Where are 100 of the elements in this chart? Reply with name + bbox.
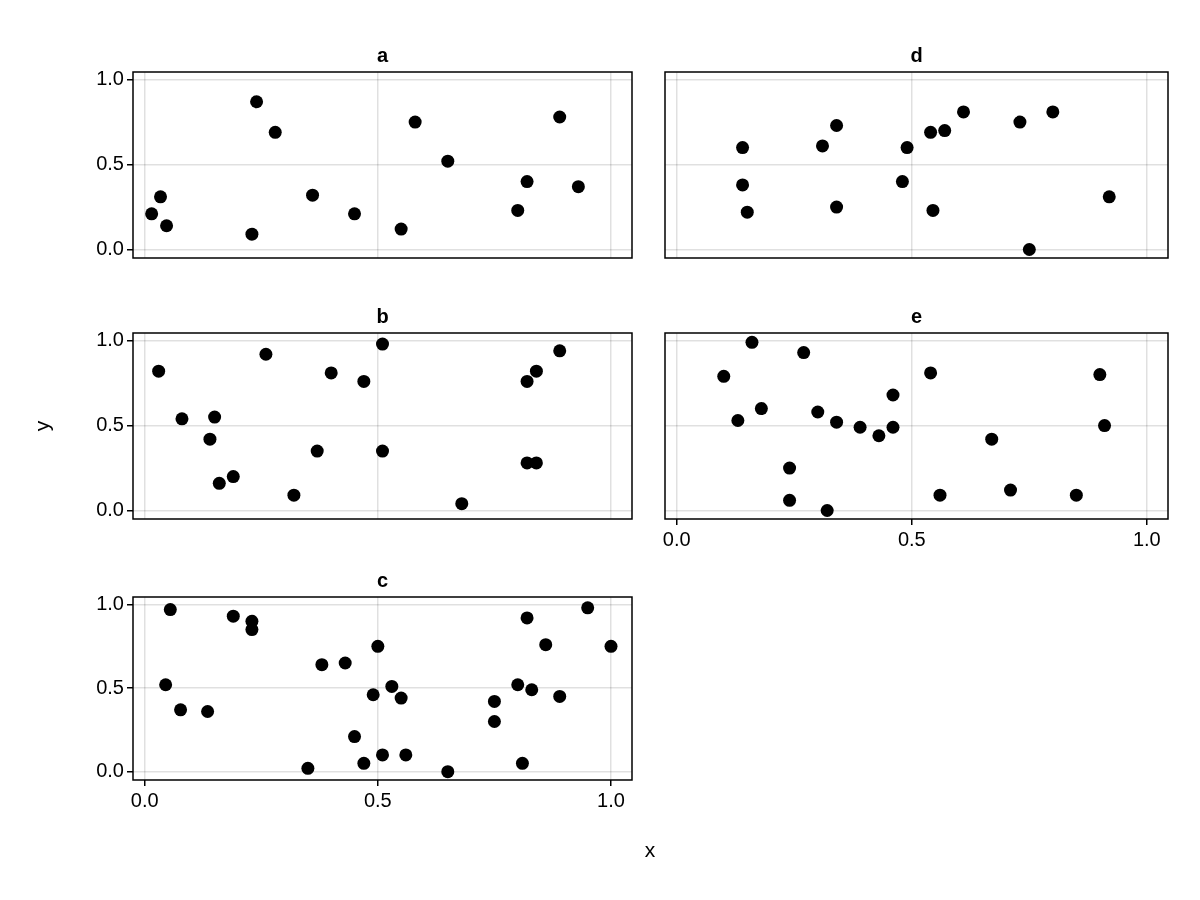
point	[338, 656, 352, 670]
point	[933, 488, 947, 502]
chart-title: c	[376, 568, 389, 591]
point	[371, 639, 385, 653]
point	[520, 611, 534, 625]
point	[357, 756, 371, 770]
point	[539, 638, 553, 652]
point	[1102, 190, 1116, 204]
point	[853, 420, 867, 434]
point	[985, 432, 999, 446]
point	[783, 461, 797, 475]
point	[830, 200, 844, 214]
x-tick-label: 0.0	[662, 527, 691, 550]
point	[348, 207, 362, 221]
point	[385, 679, 399, 693]
point	[203, 432, 217, 446]
point	[740, 205, 754, 219]
point	[820, 504, 834, 518]
point	[515, 756, 529, 770]
point	[783, 493, 797, 507]
x-tick-label: 1.0	[1132, 527, 1161, 550]
point	[830, 119, 844, 133]
y-tick-label: 0.5	[96, 675, 124, 698]
point	[1013, 115, 1027, 129]
point	[455, 497, 469, 511]
point	[830, 415, 844, 429]
point	[163, 603, 177, 617]
point	[815, 139, 829, 153]
point	[924, 366, 938, 380]
point	[1046, 105, 1060, 119]
point	[736, 178, 750, 192]
chart-title: a	[376, 43, 389, 66]
point	[160, 219, 174, 233]
x-axis-title: x	[643, 838, 657, 862]
point	[886, 388, 900, 402]
chart-title: b	[376, 304, 389, 327]
point	[525, 683, 539, 697]
point	[366, 688, 380, 702]
point	[797, 346, 811, 360]
point	[487, 694, 501, 708]
point	[245, 227, 259, 241]
point	[1004, 483, 1018, 497]
x-tick-label: 0.5	[363, 788, 392, 811]
point	[399, 748, 413, 762]
x-tick-label: 1.0	[597, 788, 625, 811]
point	[441, 154, 455, 168]
point	[357, 374, 371, 388]
y-axis-title: y	[30, 420, 54, 432]
point	[736, 141, 750, 155]
point	[174, 703, 188, 717]
point	[957, 105, 971, 119]
point	[1093, 368, 1107, 382]
x-tick-label: 0.0	[130, 788, 159, 811]
point	[529, 456, 543, 470]
y-tick-label: 1.0	[96, 328, 124, 351]
point	[201, 704, 215, 718]
point	[1069, 488, 1083, 502]
y-tick-label: 0.0	[96, 237, 124, 260]
point	[226, 609, 240, 623]
point	[900, 141, 914, 155]
point	[348, 730, 362, 744]
point	[938, 124, 952, 138]
point	[287, 488, 301, 502]
point	[324, 366, 338, 380]
point	[226, 470, 240, 484]
point	[520, 175, 534, 189]
point	[376, 748, 389, 762]
point	[924, 125, 938, 139]
point	[872, 429, 886, 443]
point	[310, 444, 324, 458]
point	[487, 715, 501, 729]
point	[376, 337, 389, 351]
point	[511, 678, 525, 692]
point	[811, 405, 825, 419]
point	[145, 207, 159, 221]
x-tick-label: 0.5	[897, 527, 926, 550]
point	[553, 689, 567, 703]
y-tick-label: 1.0	[96, 592, 124, 615]
point	[511, 203, 525, 217]
point	[408, 115, 422, 129]
y-tick-label: 0.0	[96, 759, 124, 782]
point	[301, 761, 315, 775]
point	[604, 639, 618, 653]
point	[259, 347, 273, 361]
y-tick-label: 0.5	[96, 152, 124, 175]
y-tick-label: 0.5	[96, 413, 124, 436]
point	[571, 180, 585, 194]
point	[553, 344, 567, 358]
point	[1098, 419, 1112, 433]
point	[717, 369, 731, 383]
point	[175, 412, 189, 426]
chart-title: e	[910, 304, 923, 327]
point	[306, 188, 320, 202]
point	[250, 95, 264, 109]
point	[754, 402, 768, 416]
point	[886, 420, 900, 434]
point	[520, 374, 534, 388]
point	[926, 203, 940, 217]
point	[553, 110, 567, 124]
point	[529, 364, 543, 378]
